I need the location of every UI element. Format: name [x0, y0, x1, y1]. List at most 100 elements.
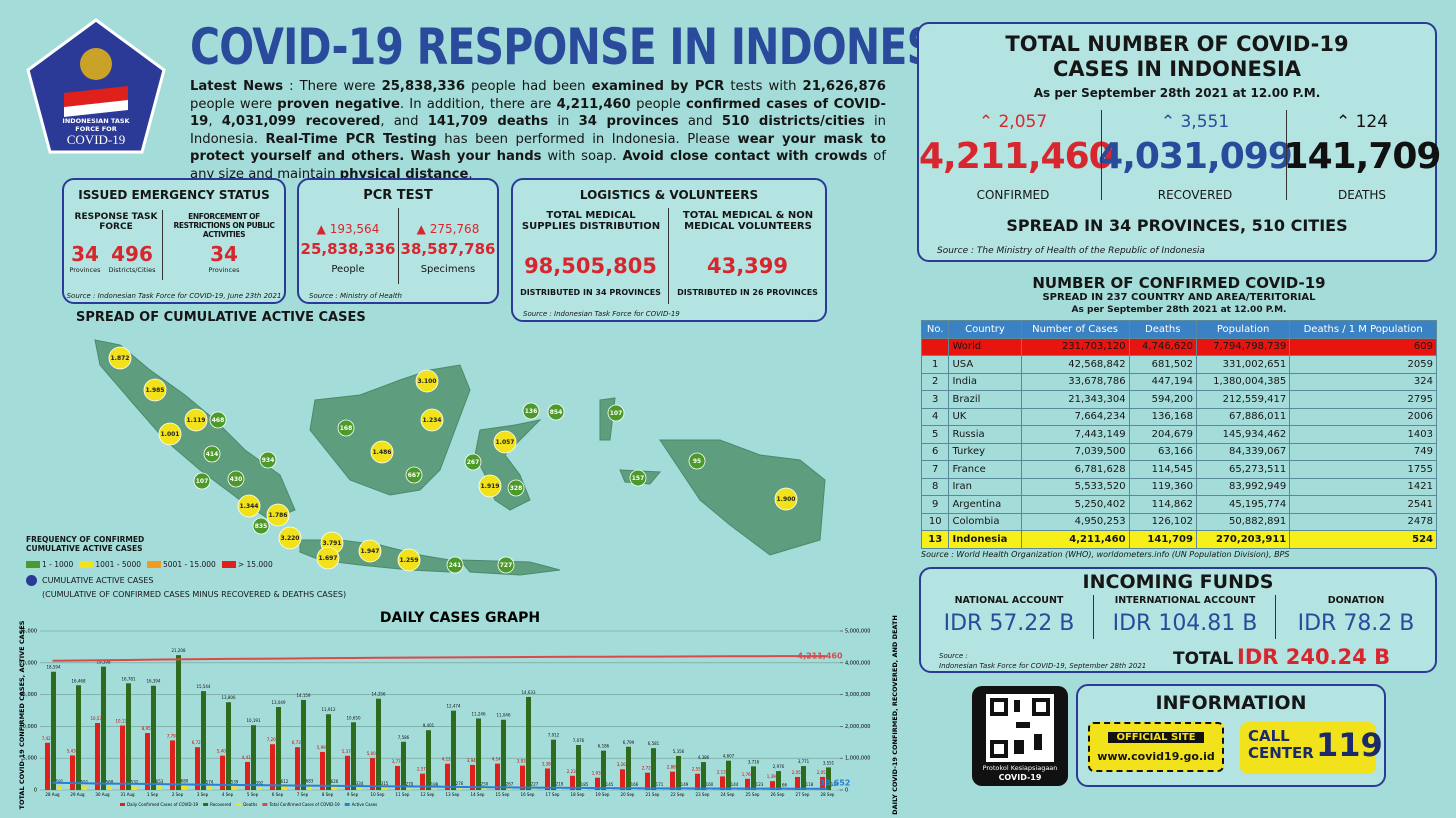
bar-label: 188 [431, 782, 439, 787]
y-tick-label: 0 [34, 788, 37, 794]
legend-label: 5001 - 15.000 [163, 560, 216, 569]
bar-label: 144 [731, 782, 739, 787]
bar [420, 773, 425, 790]
qr-caption: COVID-19 [998, 773, 1042, 782]
bar [382, 787, 387, 790]
source: Source : World Health Organization (WHO)… [921, 550, 1290, 559]
news-text: . [468, 166, 473, 182]
bar-label: 16,394 [147, 679, 161, 684]
news-text: proven negative [277, 96, 400, 112]
bar-label: 270 [406, 781, 414, 786]
news-text: examined by PCR [591, 79, 725, 94]
news-text: of any size and maintain [190, 149, 887, 182]
x-tick-label: 2 Sep [172, 792, 184, 797]
bar-label: 7,201 [267, 737, 279, 742]
account-value: IDR 78.2 B [1297, 611, 1415, 636]
bar-label: 8,955 [142, 726, 154, 731]
x-tick-label: 26 Sep [771, 792, 785, 797]
bar-label: 6,186 [598, 744, 610, 749]
bar [307, 785, 312, 790]
table-row: World 231,703,120 4,746,620 7,794,798,739 60… [920, 337, 1437, 356]
table-row: 1 USA 42,568,842 681,502 331,002,651 2059 [920, 355, 1437, 374]
table-cell: 270,203,911 [1195, 530, 1291, 549]
map-bubble [237, 494, 261, 518]
bar-label: 118 [806, 782, 814, 787]
table-cell: World [948, 337, 1022, 356]
table-cell: 114,545 [1128, 460, 1197, 479]
table-cell: 2006 [1289, 407, 1437, 426]
source: Source : Indonesian Task Force for COVID… [523, 310, 680, 318]
map-bubble-label: 95 [693, 458, 701, 465]
bar [526, 696, 531, 790]
news-text: in Indonesia. [190, 114, 887, 147]
y-tick-label: 10,000 [20, 724, 38, 730]
x-tick-label: 3 Sep [197, 792, 209, 797]
table-cell: 45,195,774 [1195, 495, 1291, 514]
call-label: CALL CENTER [1248, 728, 1314, 762]
bar [557, 788, 562, 790]
bar-label: 3,779 [392, 759, 404, 764]
bar-label: 66 [782, 783, 788, 788]
bar-label: 11,046 [497, 713, 511, 718]
bar [57, 786, 62, 790]
bar-label: 5,376 [342, 749, 354, 754]
bar [470, 764, 475, 790]
bar-label: 16,468 [72, 678, 86, 683]
bar-label: 21,208 [172, 648, 186, 653]
bar [282, 786, 287, 790]
map-bubble [203, 445, 221, 463]
legend-swatch [344, 803, 350, 806]
table-cell: 10 [920, 512, 950, 531]
call-center[interactable]: CALL CENTER 119 [1240, 722, 1383, 774]
bar-label: 532 [131, 780, 139, 785]
x-tick-label: 17 Sep [546, 792, 560, 797]
value: 25,838,336 [300, 240, 396, 258]
table-cell: 4,950,253 [1020, 512, 1130, 531]
table-cell: 2 [920, 372, 950, 391]
bar-label: 574 [206, 779, 214, 784]
table-row: 9 Argentina 5,250,402 114,862 45,195,774 2541 [920, 495, 1437, 514]
totals-title: TOTAL NUMBER OF COVID-19 CASES IN INDONES… [919, 32, 1435, 82]
legend-swatch [262, 803, 268, 806]
account-name: NATIONAL ACCOUNT [954, 595, 1064, 606]
bar [776, 771, 781, 790]
x-tick-label: 22 Sep [671, 792, 685, 797]
bar [601, 750, 606, 790]
table-cell: 609 [1289, 337, 1437, 356]
delta: ⌃ 124 [1335, 112, 1389, 132]
label: DISTRIBUTED IN 34 PROVINCES [520, 288, 661, 297]
bar-label: 19,398 [97, 660, 111, 665]
bar-label: 2,976 [773, 764, 785, 769]
news-text: with soap. [541, 149, 623, 164]
bar [195, 747, 200, 790]
news-text: in [548, 114, 579, 129]
map-bubble [259, 451, 277, 469]
map-bubble [370, 440, 394, 464]
map-bubble [184, 408, 208, 432]
table-cell: 1421 [1289, 477, 1437, 496]
official-site[interactable]: OFFICIAL SITE www.covid19.go.id [1088, 722, 1224, 772]
table-cell: 6,781,628 [1020, 460, 1130, 479]
bar-label: 171 [656, 782, 664, 787]
table-cell: 1755 [1289, 460, 1437, 479]
map-bubble [358, 539, 382, 563]
bar [101, 666, 106, 790]
bar [70, 755, 75, 790]
y2-axis-title: DAILY COVID-19 CONFIRMED, RECOVERED, AND… [891, 615, 899, 815]
map-bubble [278, 526, 302, 550]
bar [632, 788, 637, 790]
label: DISTRIBUTED IN 26 PROVINCES [677, 288, 818, 297]
bar-label: 160 [706, 782, 714, 787]
bar-label: 250 [481, 781, 489, 786]
qr-caption: Protokol Kesiapsiagaan [982, 764, 1058, 772]
table-cell: 594,200 [1128, 390, 1197, 409]
table-cell: 447,194 [1128, 372, 1197, 391]
x-tick-label: 1 Sep [147, 792, 159, 797]
table-cell: Argentina [948, 495, 1022, 514]
table-row: 2 India 33,678,786 447,194 1,380,004,385 324 [920, 372, 1437, 391]
table-cell: 2795 [1289, 390, 1437, 409]
bar-label: 145 [606, 782, 614, 787]
value: 34 [71, 242, 99, 266]
box-title: ISSUED EMERGENCY STATUS [78, 188, 270, 202]
bar-label: 10,137 [116, 719, 130, 724]
